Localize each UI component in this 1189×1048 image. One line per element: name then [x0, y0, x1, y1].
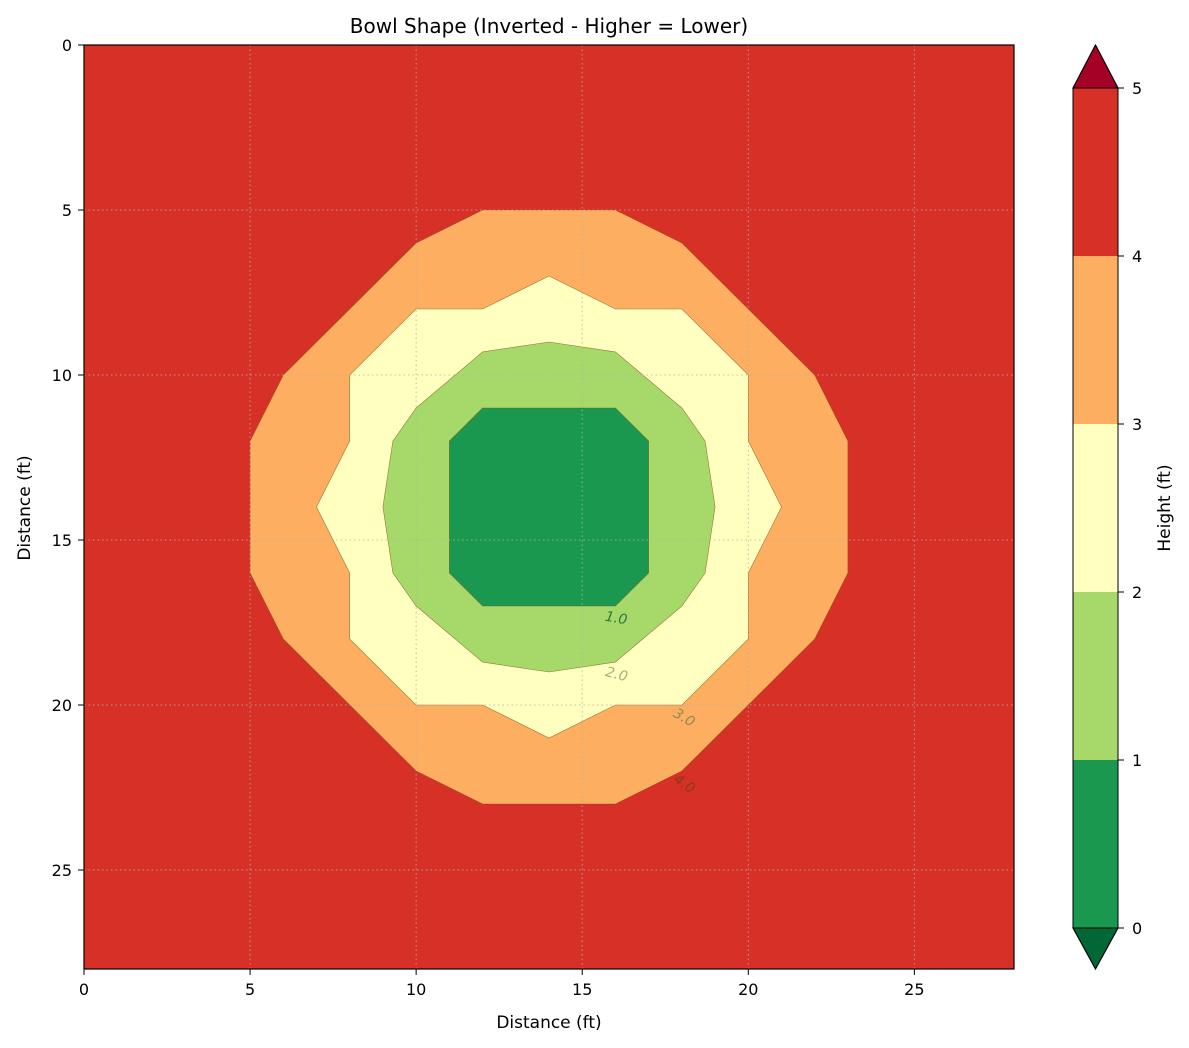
y-tick-label: 20 — [52, 696, 72, 715]
colorbar-tick-label: 2 — [1132, 583, 1142, 602]
colorbar-segment — [1073, 256, 1118, 424]
x-tick-label: 0 — [79, 980, 89, 999]
y-axis-label: Distance (ft) — [15, 455, 35, 560]
colorbar-tick-label: 1 — [1132, 751, 1142, 770]
colorbar-segment — [1073, 760, 1118, 928]
x-tick-label: 10 — [406, 980, 426, 999]
grid-layer — [84, 45, 1014, 969]
contour-layer — [249, 209, 849, 805]
y-tick-label: 15 — [52, 531, 72, 550]
x-axis-label: Distance (ft) — [496, 1013, 601, 1033]
x-tick-label: 15 — [572, 980, 592, 999]
y-tick-label: 25 — [52, 861, 72, 880]
colorbar-tick-label: 4 — [1132, 247, 1142, 266]
x-tick-label: 5 — [245, 980, 255, 999]
colorbar-tick-label: 5 — [1132, 79, 1142, 98]
contour-region-level-1 — [449, 407, 649, 607]
colorbar-extend-bottom — [1072, 927, 1119, 971]
x-axis: 0 5 10 15 20 25 — [79, 969, 925, 999]
colorbar: 0 1 2 3 4 5 — [1072, 43, 1142, 971]
chart-title: Bowl Shape (Inverted - Higher = Lower) — [350, 14, 748, 38]
colorbar-tick-label: 0 — [1132, 919, 1142, 938]
contour-label: 1.0 — [604, 609, 629, 629]
colorbar-segment — [1073, 424, 1118, 592]
x-tick-label: 25 — [904, 980, 924, 999]
y-axis: 0 5 10 15 20 25 — [52, 36, 84, 880]
y-tick-label: 5 — [62, 201, 72, 220]
colorbar-extend-top — [1072, 43, 1119, 89]
plot-area: 1.02.03.04.0 — [83, 44, 1015, 970]
y-tick-label: 0 — [62, 36, 72, 55]
colorbar-segment — [1073, 592, 1118, 760]
plot-frame — [83, 44, 1015, 970]
x-tick-label: 20 — [738, 980, 758, 999]
colorbar-label: Height (ft) — [1155, 464, 1175, 551]
contour-label: 2.0 — [604, 664, 630, 685]
colorbar-tick-label: 3 — [1132, 415, 1142, 434]
y-tick-label: 10 — [52, 366, 72, 385]
colorbar-segment — [1073, 88, 1118, 256]
